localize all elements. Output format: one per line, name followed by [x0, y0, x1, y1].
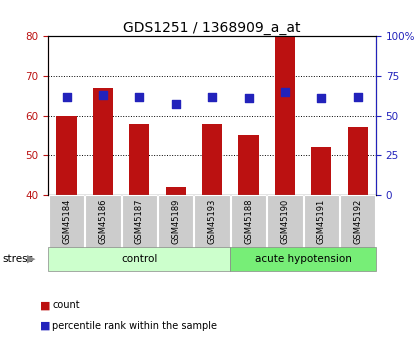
Title: GDS1251 / 1368909_a_at: GDS1251 / 1368909_a_at: [123, 21, 301, 35]
Text: GSM45189: GSM45189: [171, 199, 180, 244]
Bar: [93, 88, 113, 195]
Point: [63, 94, 70, 99]
Text: GSM45191: GSM45191: [317, 199, 326, 244]
Point: [245, 95, 252, 101]
Text: GSM45187: GSM45187: [135, 199, 144, 244]
Point: [318, 95, 325, 101]
Bar: [129, 124, 150, 195]
Bar: [57, 116, 76, 195]
Text: GSM45192: GSM45192: [353, 199, 362, 244]
Bar: [202, 124, 222, 195]
Text: ■: ■: [40, 300, 50, 310]
Point: [136, 94, 143, 99]
Point: [100, 92, 106, 98]
Text: GSM45188: GSM45188: [244, 199, 253, 244]
Bar: [311, 147, 331, 195]
Text: GSM45193: GSM45193: [207, 199, 217, 244]
Text: GSM45186: GSM45186: [98, 199, 108, 244]
Text: GSM45184: GSM45184: [62, 199, 71, 244]
Bar: [165, 187, 186, 195]
Bar: [348, 127, 368, 195]
Text: stress: stress: [2, 254, 33, 264]
Text: percentile rank within the sample: percentile rank within the sample: [52, 321, 218, 331]
Text: ▶: ▶: [27, 254, 36, 264]
Text: ■: ■: [40, 321, 50, 331]
Point: [209, 94, 215, 99]
Text: control: control: [121, 254, 158, 264]
Text: GSM45190: GSM45190: [281, 199, 289, 244]
Point: [354, 94, 361, 99]
Text: count: count: [52, 300, 80, 310]
Point: [172, 102, 179, 107]
Text: acute hypotension: acute hypotension: [255, 254, 352, 264]
Point: [281, 89, 288, 95]
Bar: [275, 36, 295, 195]
Bar: [239, 135, 259, 195]
